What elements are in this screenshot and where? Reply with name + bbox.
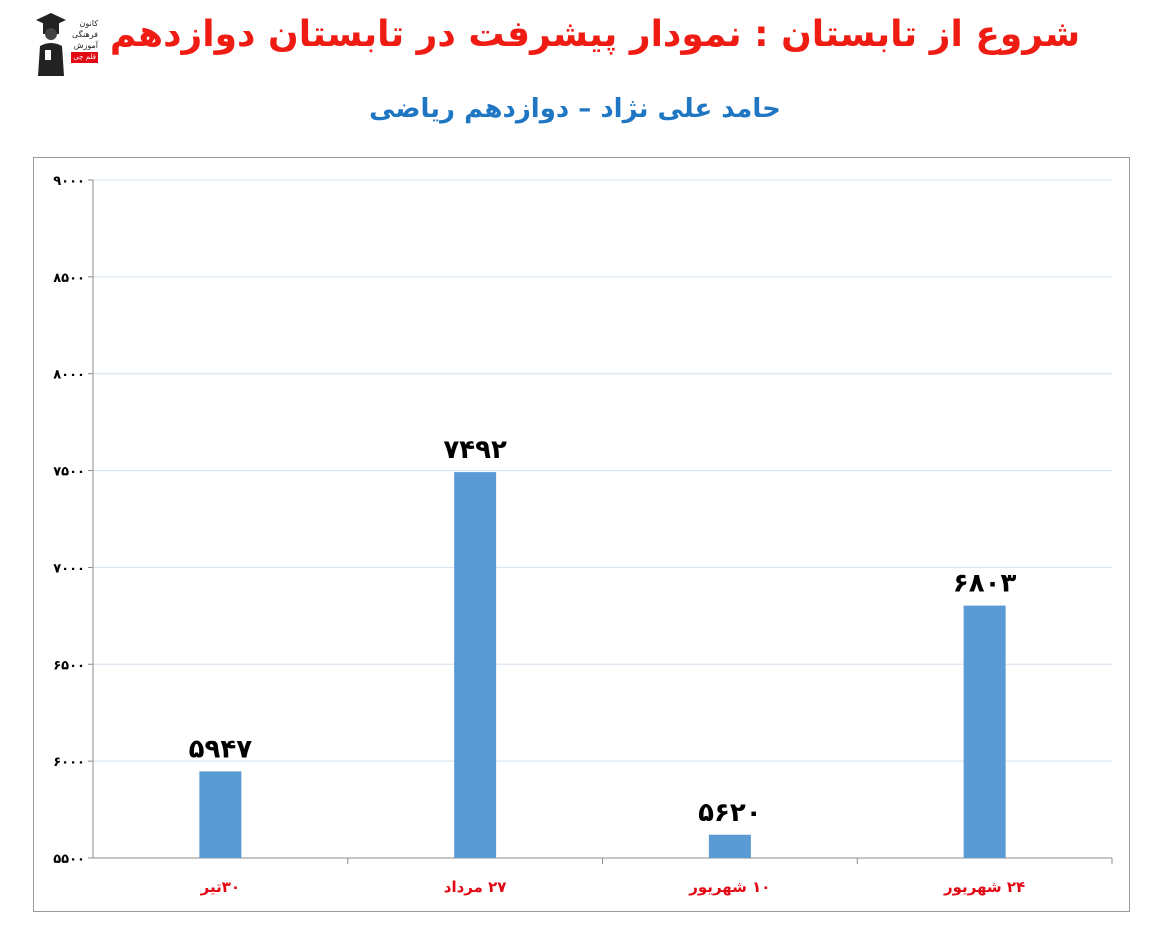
logo-line-2: فرهنگی xyxy=(72,30,98,39)
y-tick-label: ۷۰۰۰ xyxy=(53,561,85,576)
logo-line-1: کانون xyxy=(79,19,98,28)
x-tick-label: ۳۰تیر xyxy=(200,878,240,896)
y-tick-label: ۹۰۰۰ xyxy=(53,174,85,189)
data-label: ۵۹۴۷ xyxy=(189,734,253,764)
bar xyxy=(454,472,497,858)
logo-text: کانون فرهنگی آموزش قلم چی xyxy=(58,18,98,63)
graduate-icon xyxy=(36,13,66,76)
page-subtitle: حامد علی نژاد – دوازدهم ریاضی xyxy=(369,94,781,124)
y-tick-label: ۸۵۰۰ xyxy=(53,271,85,286)
y-tick-label: ۷۵۰۰ xyxy=(53,465,85,480)
data-label: ۵۶۲۰ xyxy=(698,798,761,828)
bar xyxy=(199,771,242,858)
logo-line-3: آموزش xyxy=(73,41,98,50)
y-tick-label: ۶۵۰۰ xyxy=(53,658,85,673)
data-label: ۷۴۹۲ xyxy=(443,435,507,465)
x-tick-label: ۲۷ مرداد xyxy=(444,878,507,896)
page-title: شروع از تابستان : نمودار پیشرفت در تابست… xyxy=(109,14,1081,55)
x-tick-label: ۲۴ شهریور xyxy=(943,878,1025,896)
bar xyxy=(708,834,751,858)
bar xyxy=(963,605,1006,858)
logo-badge: قلم چی xyxy=(71,52,98,63)
data-label: ۶۸۰۳ xyxy=(953,569,1017,599)
x-tick-label: ۱۰ شهریور xyxy=(688,878,770,896)
y-tick-label: ۶۰۰۰ xyxy=(53,755,85,770)
logo xyxy=(34,10,94,80)
y-tick-label: ۸۰۰۰ xyxy=(53,368,85,383)
y-tick-label: ۵۵۰۰ xyxy=(53,852,85,867)
chart-frame xyxy=(33,157,1130,912)
